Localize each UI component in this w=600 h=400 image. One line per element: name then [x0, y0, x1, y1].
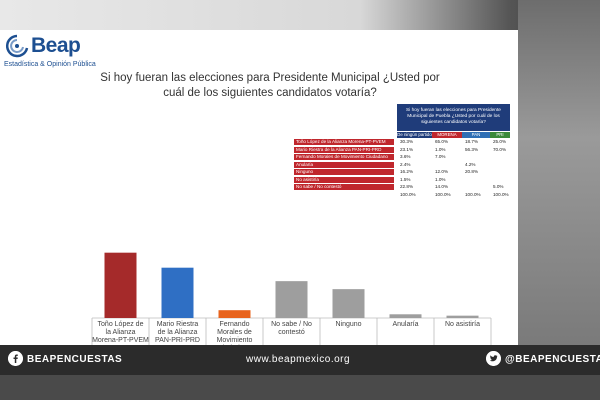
brand-tagline: Estadística & Opinión Pública: [4, 61, 96, 68]
category-label: Anularía: [392, 321, 418, 328]
crosstab-column-header: De ningún partido: [397, 132, 432, 138]
crosstab-cell: [493, 154, 521, 160]
crosstab-cell: 22.8%: [400, 184, 414, 189]
crosstab-cell: 30.3%: [400, 139, 414, 144]
crosstab-cell: 100.0%: [435, 191, 451, 197]
category-label: No asistiría: [445, 321, 480, 328]
crosstab-column-header: PAN: [462, 132, 490, 138]
bar: [332, 289, 365, 318]
bar: [446, 315, 479, 318]
crosstab-cell: [435, 162, 463, 168]
crosstab-row: Anularía 2.4% 4.2%: [294, 161, 510, 168]
crosstab-cell: 14.0%: [435, 184, 449, 189]
slide-title: Si hoy fueran las elecciones para Presid…: [100, 72, 440, 99]
crosstab-cell: 70.0%: [493, 146, 507, 152]
beap-logo: Beap Estadística & Opinión Pública: [4, 34, 99, 74]
crosstab-row-label: Anularía: [294, 161, 394, 168]
crosstab-column-header: PRI: [490, 132, 510, 138]
crosstab-cell: 25.0%: [493, 139, 507, 144]
crosstab-cell: [493, 169, 521, 175]
crosstab-row-label: Fernando Morales de Movimiento Ciudadano: [294, 154, 394, 160]
crosstab-cell: 100.0%: [400, 191, 416, 197]
crosstab-row-label: [294, 192, 394, 198]
background-photo: [518, 0, 600, 345]
crosstab-cell: 16.2%: [400, 169, 414, 174]
crosstab-cell: 23.1%: [400, 146, 414, 152]
footer: BEAPENCUESTAS www.beapmexico.org @BEAPEN…: [0, 345, 600, 400]
crosstab-row-label: Toño López de la Alianza Morena-PT-PVEM: [294, 139, 394, 145]
crosstab-cell: [465, 154, 493, 160]
crosstab-cell: 65.0%: [435, 139, 449, 144]
crosstab-column-header: MORENA: [432, 132, 462, 138]
category-label: Toño López de la Alianza Morena-PT-PVEM: [92, 321, 149, 344]
crosstab-table: Si hoy fueran las elecciones para Presid…: [294, 104, 510, 232]
twitter-handle[interactable]: @BEAPENCUESTAS: [505, 354, 600, 365]
bar: [218, 310, 251, 318]
crosstab-row: Fernando Morales de Movimiento Ciudadano…: [294, 154, 510, 160]
beap-logo-icon: [5, 34, 29, 58]
crosstab-row: No sabe / No contestó 22.8% 14.0% 5.0%: [294, 184, 510, 190]
facebook-icon[interactable]: [8, 351, 23, 366]
crosstab-cell: [465, 177, 493, 183]
crosstab-cell: 5.0%: [493, 184, 504, 189]
crosstab-cell: 3.6%: [400, 154, 411, 159]
facebook-handle[interactable]: BEAPENCUESTAS: [27, 354, 123, 365]
crosstab-row-label: Ninguno: [294, 169, 394, 175]
top-band: [0, 0, 600, 30]
crosstab-cell: 18.7%: [465, 139, 479, 144]
crosstab-cell: 100.0%: [493, 191, 509, 197]
crosstab-cell: 100.0%: [465, 191, 481, 197]
footer-strip: [0, 375, 600, 400]
crosstab-row: 100.0% 100.0% 100.0% 100.0%: [294, 192, 510, 198]
crosstab-cell: 4.2%: [465, 161, 476, 167]
crosstab-cell: [465, 184, 493, 190]
crosstab-cell: 1.0%: [435, 176, 446, 182]
crosstab-row: Toño López de la Alianza Morena-PT-PVEM 3…: [294, 139, 510, 145]
bar: [389, 314, 422, 318]
crosstab-row-label: Mario Riestra de la Alianza PAN-PRI-PRD: [294, 146, 394, 153]
crosstab-row-label: No sabe / No contestó: [294, 184, 394, 190]
twitter-icon[interactable]: [486, 351, 501, 366]
crosstab-header: Si hoy fueran las elecciones para Presid…: [397, 104, 510, 131]
crosstab-cell: [493, 177, 521, 183]
crosstab-cell: 12.0%: [435, 169, 449, 174]
crosstab-cell: 1.5%: [400, 176, 411, 182]
category-label: Mario Riestra de la Alianza PAN-PRI-PRD: [155, 321, 200, 344]
bar: [161, 267, 194, 318]
bar: [104, 252, 137, 318]
category-label: No sabe / No contestó: [271, 321, 312, 336]
crosstab-cell: 2.4%: [400, 161, 411, 167]
crosstab-row-label: No asistiría: [294, 176, 394, 183]
brand-name: Beap: [31, 34, 81, 57]
crosstab-cell: 20.8%: [465, 169, 479, 174]
crosstab-row: No asistiría 1.5% 1.0%: [294, 176, 510, 183]
slide-content: Beap Estadística & Opinión Pública Si ho…: [0, 30, 518, 373]
website-link[interactable]: www.beapmexico.org: [246, 354, 351, 365]
category-label: Ninguno: [335, 321, 361, 328]
crosstab-cell: 1.0%: [435, 146, 446, 152]
crosstab-row: Ninguno 16.2% 12.0% 20.8%: [294, 169, 510, 175]
crosstab-cell: 56.3%: [465, 146, 479, 152]
crosstab-row: Mario Riestra de la Alianza PAN-PRI-PRD 2…: [294, 146, 510, 153]
crosstab-cell: [493, 162, 521, 168]
crosstab-cell: 7.0%: [435, 154, 446, 159]
bar: [275, 281, 308, 318]
